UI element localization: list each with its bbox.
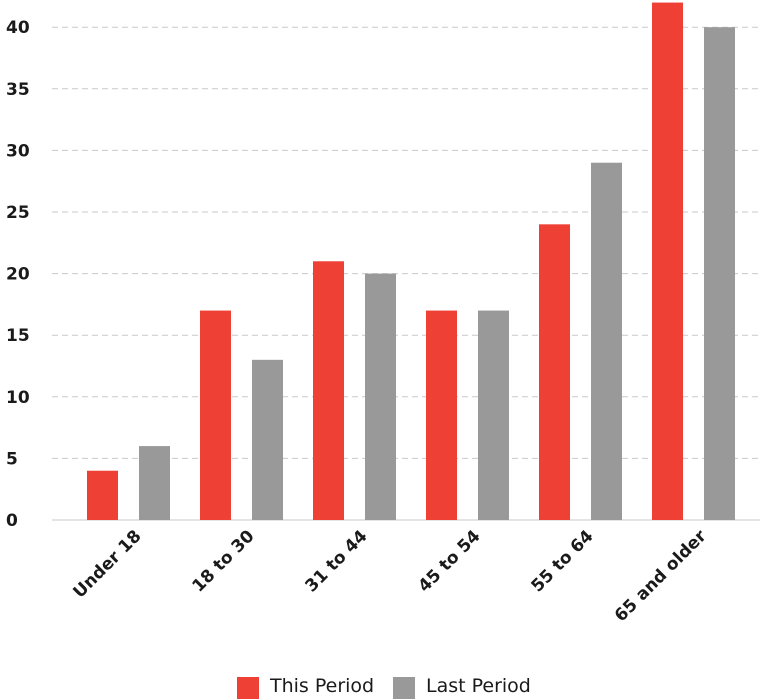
x-tick-label: 55 to 64 [528,526,598,596]
bar-last-period [704,27,735,520]
legend-label: This Period [269,675,374,697]
bar-this-period [426,311,457,520]
bars [87,3,735,520]
legend-label: Last Period [426,675,531,697]
x-tick-label: 65 and older [611,526,711,626]
x-tick-label: 45 to 54 [415,526,485,596]
y-tick-label: 35 [6,80,30,100]
bar-this-period [539,224,570,520]
bar-last-period [591,163,622,520]
y-tick-label: 40 [6,18,30,38]
y-tick-label: 5 [6,449,18,469]
bar-last-period [139,446,170,520]
bar-this-period [87,471,118,520]
y-tick-label: 30 [6,141,30,161]
bar-this-period [313,261,344,520]
bar-last-period [252,360,283,520]
y-tick-label: 15 [6,326,30,346]
legend-swatch [237,677,259,699]
y-tick-label: 20 [6,265,30,285]
bar-this-period [200,311,231,520]
y-tick-label: 0 [6,511,18,531]
x-tick-label: Under 18 [69,526,145,602]
legend: This Period Last Period [237,675,531,699]
bar-last-period [365,274,396,520]
y-tick-label: 10 [6,388,30,408]
bar-last-period [478,311,509,520]
bar-this-period [652,3,683,520]
legend-swatch [393,677,415,699]
y-tick-label: 25 [6,203,30,223]
x-axis-ticks: Under 18 18 to 30 31 to 44 45 to 54 55 to 64… [69,526,711,626]
x-tick-label: 31 to 44 [302,526,372,596]
y-axis-ticks: 0 5 10 15 20 25 30 35 40 [6,18,30,531]
x-tick-label: 18 to 30 [189,526,259,596]
